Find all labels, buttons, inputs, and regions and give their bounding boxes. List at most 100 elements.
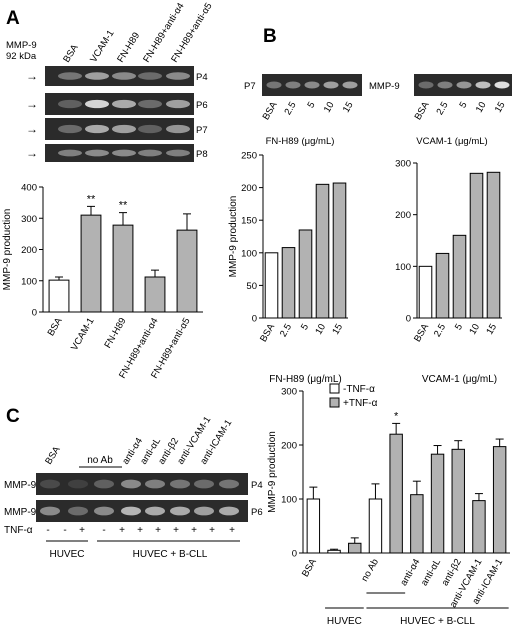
c-blot-strip — [36, 500, 248, 522]
a-blot-band — [166, 124, 190, 134]
c-group-huvec: HUVEC — [327, 616, 362, 627]
b-blot-strip — [262, 74, 362, 96]
c-row-label: MMP-9 — [4, 507, 37, 518]
b-blot-band — [456, 81, 472, 89]
a-blot-band — [58, 99, 82, 109]
br-ytick-label: 200 — [395, 210, 411, 221]
a-blot-row-label: P4 — [196, 72, 208, 83]
c-blot-band — [68, 479, 88, 489]
b-blot-band — [304, 81, 320, 89]
a-category-label: VCAM-1 — [69, 316, 96, 353]
br-bar — [452, 234, 467, 319]
b-row-label: P7 — [244, 81, 256, 92]
c-blot-band — [219, 479, 239, 489]
panel-label-b: B — [263, 26, 277, 47]
chart-a: 0 100 200 300 400 MMP-9 production BSA ** VCAM-1… — [2, 183, 203, 380]
c-bar — [348, 542, 362, 554]
br-category-label: 2.5 — [432, 322, 448, 339]
a-blot-strip — [45, 144, 194, 162]
bl-category-label: BSA — [258, 321, 277, 344]
b-lane-label: 10 — [322, 100, 337, 115]
c-bar — [492, 446, 507, 554]
b-lane-label: 15 — [341, 100, 356, 115]
a-ytick-label: 0 — [32, 308, 37, 319]
c-tnf-sign: + — [229, 525, 235, 536]
b-blot-band — [342, 81, 358, 89]
a-ytick-label: 300 — [21, 214, 37, 225]
a-ylabel: MMP-9 production — [2, 209, 13, 291]
c-ytick-label: 300 — [281, 387, 297, 398]
a-blot-strip — [45, 66, 194, 86]
br-category-label: 5 — [453, 322, 465, 332]
c-blot-band — [219, 506, 239, 516]
a-blot-band — [138, 124, 162, 134]
c-blot-band — [94, 506, 114, 516]
c-blot-band — [68, 506, 88, 516]
c-tnf-sign: + — [173, 525, 179, 536]
c-blot-group-huvec-bcll: HUVEC + B-CLL — [133, 549, 208, 560]
bl-category-label: 5 — [299, 322, 311, 332]
c-row-label: MMP-9 — [4, 480, 37, 491]
c-ytick-label: 200 — [281, 441, 297, 452]
c-blot-band — [194, 479, 214, 489]
c-bar — [430, 453, 445, 554]
a-significance: ** — [87, 193, 96, 205]
a-lane-label: FN-H89 — [115, 31, 142, 65]
c-tnf-label: TNF-α — [4, 525, 33, 536]
b-blot-band — [266, 81, 282, 89]
a-blot-band — [166, 72, 190, 80]
c-tnf-sign: + — [155, 525, 161, 536]
c-blot-band — [121, 479, 141, 489]
b-blot-band — [475, 81, 491, 89]
bl-category-label: 2.5 — [278, 322, 294, 339]
a-ytick-label: 100 — [21, 276, 37, 287]
a-blot-rows: P4 → P6 → P7 → P8 → — [26, 66, 208, 162]
c-blot-band — [40, 506, 60, 516]
c-bar — [472, 500, 486, 554]
a-category-label: FN-H89 — [102, 316, 128, 350]
b-lane-label: 5 — [305, 100, 317, 110]
c-bar — [451, 448, 465, 554]
c-blot-band — [121, 506, 141, 516]
b-blot-band — [494, 81, 510, 89]
a-blot-band — [85, 72, 109, 80]
c-bar — [368, 498, 383, 554]
b-blot-xlabel-right: VCAM-1 (μg/mL) — [416, 136, 487, 147]
c-blot-band — [170, 506, 190, 516]
arrow-icon: → — [26, 97, 38, 111]
c-lane-label-no-ab: no Ab — [87, 455, 113, 466]
b-blot-band — [285, 81, 301, 89]
bl-bar — [264, 252, 279, 319]
a-lane-label: VCAM-1 — [88, 28, 116, 64]
a-blot-row-label: P7 — [196, 125, 208, 136]
c-bar — [410, 494, 424, 554]
c-blot-band — [194, 506, 214, 516]
c-ylabel: MMP-9 production — [267, 431, 278, 513]
bl-bar — [332, 182, 347, 319]
bl-bar — [315, 183, 330, 319]
a-blot-band — [166, 99, 190, 109]
arrow-icon: → — [26, 69, 38, 83]
a-blot-band — [166, 149, 190, 157]
c-bar — [327, 549, 341, 554]
br-bar — [418, 265, 433, 319]
a-blot-band — [112, 124, 136, 134]
c-bar — [306, 498, 321, 554]
b-lane-label: BSA — [413, 99, 432, 122]
bl-bar — [281, 247, 296, 319]
bl-category-label: 15 — [330, 322, 345, 337]
b-blot-xlabel-left: FN-H89 (μg/mL) — [266, 136, 335, 147]
a-bar — [112, 224, 134, 313]
a-bar — [48, 279, 70, 313]
b-lane-label: 5 — [457, 100, 469, 110]
c-significance: * — [394, 410, 399, 422]
chart-b-right: 0 100 200 300 BSA 2.5 5 10 15 VCAM-1 (μg/mL) — [395, 159, 502, 385]
c-blot-band — [145, 479, 165, 489]
a-ytick-label: 200 — [21, 245, 37, 256]
b-blot-band — [437, 81, 453, 89]
c-blot-band — [145, 506, 165, 516]
c-ytick-label: 0 — [292, 549, 297, 560]
a-lane-labels: BSA VCAM-1FN-H89 FN-H89+anti-α4FN-H89+anti… — [61, 1, 214, 65]
bl-ytick-label: 150 — [241, 216, 257, 227]
